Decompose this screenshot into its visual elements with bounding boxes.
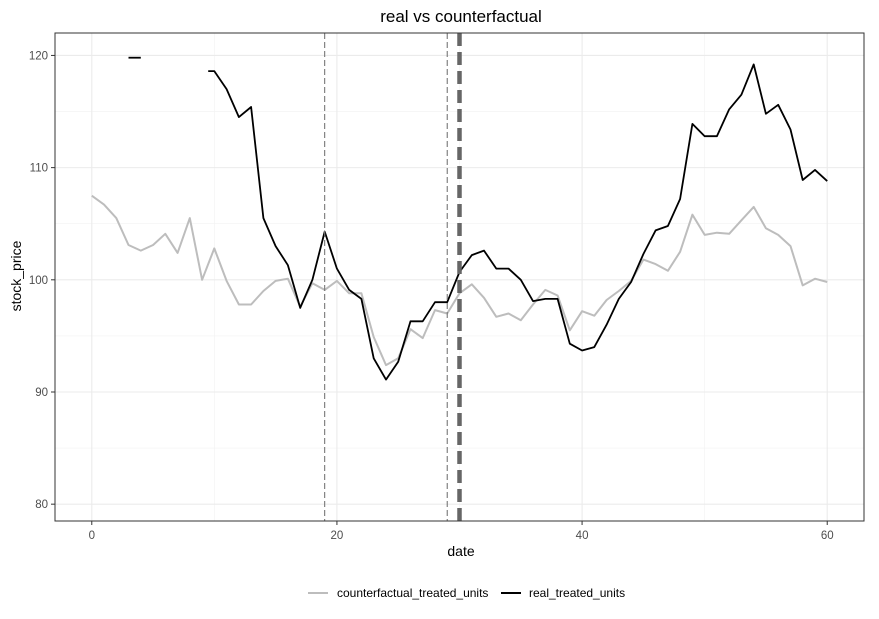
real-line	[208, 63, 828, 381]
y-tick-label: 120	[29, 50, 48, 62]
x-tick-label: 20	[331, 530, 344, 542]
chart-title: real vs counterfactual	[380, 7, 542, 26]
x-tick-label: 0	[89, 530, 95, 542]
y-axis-title: stock_price	[8, 240, 24, 311]
y-tick-label: 90	[35, 387, 48, 399]
y-tick-label: 110	[30, 163, 48, 175]
y-tick-label: 80	[35, 499, 48, 511]
y-axis-ticks: 80 90 100 110 120	[29, 50, 55, 511]
x-axis-ticks: 0 20 40 60	[89, 521, 834, 542]
series-lines	[91, 56, 828, 381]
legend-label-real: real_treated_units	[529, 586, 625, 600]
counterfactual-line	[91, 194, 828, 367]
reference-lines	[324, 33, 462, 521]
x-tick-label: 40	[576, 530, 589, 542]
x-axis-title: date	[447, 543, 474, 559]
legend: counterfactual_treated_units real_treate…	[308, 586, 625, 600]
legend-label-counterfactual: counterfactual_treated_units	[337, 586, 488, 600]
x-tick-label: 60	[821, 530, 834, 542]
plot-border	[54, 32, 865, 522]
y-tick-label: 100	[29, 275, 48, 287]
